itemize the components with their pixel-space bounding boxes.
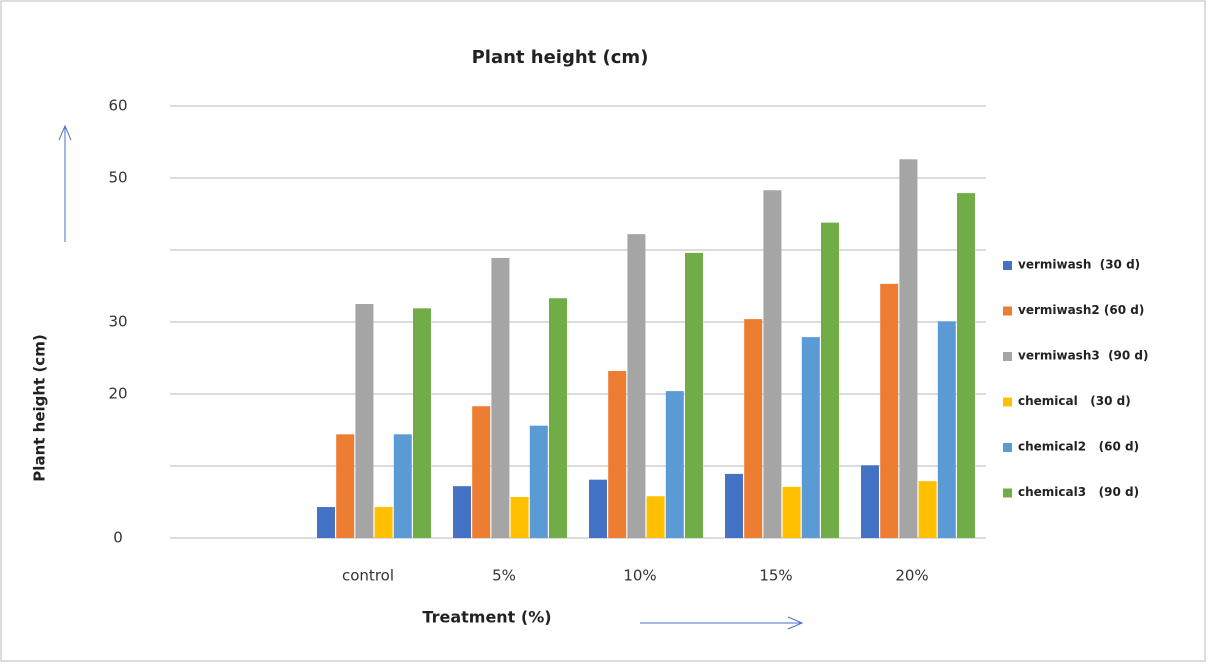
bar	[413, 308, 431, 538]
x-axis-label: Treatment (%)	[422, 608, 551, 627]
bar	[608, 371, 626, 538]
chart-border	[1, 1, 1205, 661]
bar	[589, 480, 607, 538]
bar	[861, 465, 879, 538]
bar	[549, 298, 567, 538]
legend-label: chemical2 (60 d)	[1018, 440, 1139, 454]
bar	[957, 193, 975, 538]
bar	[744, 319, 762, 538]
bar	[375, 507, 393, 538]
chart-title: Plant height (cm)	[472, 47, 649, 68]
y-tick-label: 50	[108, 169, 127, 187]
legend-label: vermiwash (30 d)	[1018, 258, 1140, 272]
legend-swatch	[1003, 261, 1012, 270]
legend-label: chemical (30 d)	[1018, 394, 1131, 408]
legend-label: vermiwash3 (90 d)	[1018, 349, 1149, 363]
bar	[336, 434, 354, 538]
x-tick-label: control	[342, 567, 394, 585]
bar	[530, 426, 548, 538]
x-tick-label: 15%	[759, 567, 792, 585]
bar	[394, 434, 412, 538]
bar	[880, 284, 898, 538]
bar	[647, 496, 665, 538]
bar	[355, 304, 373, 538]
chart: Plant height (cm) Plant height (cm) Trea…	[0, 0, 1208, 664]
bar	[725, 474, 743, 538]
legend-swatch	[1003, 352, 1012, 361]
bar	[938, 321, 956, 538]
y-tick-label: 30	[108, 313, 127, 331]
y-tick-label: 20	[108, 385, 127, 403]
y-tick-label: 0	[113, 529, 123, 547]
bar	[821, 223, 839, 538]
bar	[511, 497, 529, 538]
legend-label: vermiwash2 (60 d)	[1018, 303, 1144, 317]
bar	[666, 391, 684, 538]
legend-swatch	[1003, 398, 1012, 407]
bar	[783, 487, 801, 538]
legend-swatch	[1003, 443, 1012, 452]
bar	[899, 159, 917, 538]
bar	[919, 481, 937, 538]
bar	[317, 507, 335, 538]
y-axis-label: Plant height (cm)	[31, 334, 49, 481]
bar	[802, 337, 820, 538]
x-tick-label: 10%	[623, 567, 656, 585]
x-tick-label: 5%	[492, 567, 516, 585]
legend-swatch	[1003, 307, 1012, 316]
bar	[627, 234, 645, 538]
legend-swatch	[1003, 489, 1012, 498]
legend-label: chemical3 (90 d)	[1018, 485, 1139, 499]
x-tick-label: 20%	[895, 567, 928, 585]
bar	[472, 406, 490, 538]
bar	[685, 253, 703, 538]
bar	[763, 190, 781, 538]
y-tick-label: 60	[108, 97, 127, 115]
bar	[453, 486, 471, 538]
bar	[491, 258, 509, 538]
